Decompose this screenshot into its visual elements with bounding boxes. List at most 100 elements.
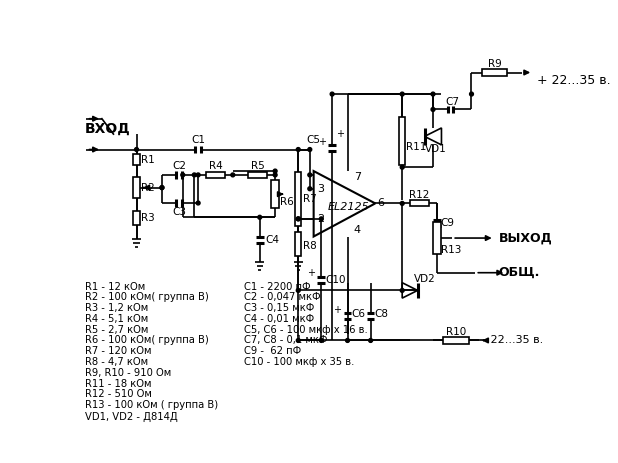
Text: 3: 3: [317, 184, 324, 194]
Circle shape: [330, 92, 334, 96]
Text: 4: 4: [353, 225, 361, 235]
Text: R8 - 4,7 кОм: R8 - 4,7 кОм: [85, 357, 148, 367]
Bar: [295, 232, 302, 256]
Bar: [133, 212, 140, 225]
Bar: [410, 200, 429, 206]
Circle shape: [400, 165, 404, 169]
Text: R3: R3: [141, 213, 155, 224]
Bar: [399, 117, 405, 165]
Circle shape: [273, 169, 277, 173]
Circle shape: [197, 173, 200, 177]
Text: ОБЩ.: ОБЩ.: [499, 266, 540, 279]
Text: +: +: [307, 269, 315, 278]
Circle shape: [470, 92, 473, 96]
Circle shape: [181, 173, 185, 177]
Circle shape: [369, 338, 373, 342]
Text: VD2: VD2: [413, 274, 436, 284]
Text: R9: R9: [488, 59, 501, 69]
Bar: [206, 172, 225, 178]
Text: VD1: VD1: [425, 144, 446, 154]
Circle shape: [400, 92, 404, 96]
Circle shape: [296, 288, 300, 292]
Text: R1 - 12 кОм: R1 - 12 кОм: [85, 282, 145, 292]
Circle shape: [160, 186, 164, 189]
Text: C2: C2: [172, 162, 186, 171]
Text: R4 - 5,1 кОм: R4 - 5,1 кОм: [85, 314, 148, 324]
Text: C10: C10: [325, 275, 345, 285]
Text: R3 - 1,2 кОм: R3 - 1,2 кОм: [85, 303, 148, 313]
Text: ВЫХОД: ВЫХОД: [499, 232, 552, 244]
Text: R7 - 120 кОм: R7 - 120 кОм: [85, 346, 151, 356]
Text: C3 - 0,15 мкФ: C3 - 0,15 мкФ: [244, 303, 315, 313]
Circle shape: [296, 217, 300, 221]
Text: R11: R11: [406, 142, 426, 152]
Text: C9 -  62 пФ: C9 - 62 пФ: [244, 346, 302, 356]
Text: C6: C6: [352, 308, 365, 319]
Circle shape: [296, 338, 300, 342]
Text: R11 - 18 кОм: R11 - 18 кОм: [85, 379, 151, 388]
Text: R5: R5: [251, 162, 265, 171]
Text: R8: R8: [303, 241, 316, 251]
Text: +: +: [318, 137, 326, 147]
Bar: [433, 222, 441, 254]
Circle shape: [400, 288, 404, 292]
Circle shape: [192, 173, 197, 177]
Circle shape: [258, 215, 261, 219]
Bar: [248, 172, 268, 178]
Text: C5, C6 - 100 мкф х 16 в.: C5, C6 - 100 мкф х 16 в.: [244, 325, 368, 335]
Text: 2: 2: [317, 214, 324, 224]
Text: C2 - 0,047 мкФ: C2 - 0,047 мкФ: [244, 292, 321, 302]
Text: R9, R10 - 910 Ом: R9, R10 - 910 Ом: [85, 368, 171, 378]
Text: C1: C1: [191, 135, 205, 145]
Text: EL2125: EL2125: [328, 202, 369, 212]
Circle shape: [320, 217, 323, 221]
Circle shape: [296, 217, 300, 221]
Text: 7: 7: [353, 172, 361, 182]
Text: C9: C9: [441, 218, 455, 228]
Bar: [271, 180, 279, 208]
Text: R12: R12: [409, 190, 430, 200]
Text: +: +: [333, 305, 341, 315]
Text: R13: R13: [441, 244, 461, 255]
Text: - 22...35 в.: - 22...35 в.: [483, 336, 543, 345]
Circle shape: [231, 173, 235, 177]
Circle shape: [135, 148, 138, 151]
Circle shape: [345, 338, 349, 342]
Text: VD1, VD2 - Д814Д: VD1, VD2 - Д814Д: [85, 413, 178, 422]
Circle shape: [320, 338, 323, 342]
Text: R6: R6: [280, 197, 294, 207]
Text: R2: R2: [141, 182, 155, 193]
Circle shape: [296, 148, 300, 151]
Circle shape: [431, 92, 435, 96]
Circle shape: [431, 107, 435, 112]
Text: R12 - 510 Ом: R12 - 510 Ом: [85, 389, 152, 400]
Text: C7: C7: [445, 97, 459, 107]
Circle shape: [197, 201, 200, 205]
Bar: [133, 154, 140, 165]
Text: +: +: [336, 129, 344, 139]
Bar: [482, 69, 507, 75]
Text: R2 - 100 кОм( группа В): R2 - 100 кОм( группа В): [85, 292, 209, 302]
Bar: [133, 177, 140, 199]
Circle shape: [273, 173, 277, 177]
Text: R7: R7: [303, 194, 316, 204]
Circle shape: [308, 187, 311, 191]
Circle shape: [160, 186, 164, 189]
Text: C1 - 2200 пФ: C1 - 2200 пФ: [244, 282, 311, 292]
Bar: [295, 172, 302, 226]
Text: C4 - 0,01 мкФ: C4 - 0,01 мкФ: [244, 314, 315, 324]
Text: ВХОД: ВХОД: [85, 122, 130, 136]
Text: R10: R10: [446, 327, 466, 337]
Text: R4: R4: [209, 162, 222, 171]
Text: R13 - 100 кОм ( группа В): R13 - 100 кОм ( группа В): [85, 400, 218, 410]
Text: C10 - 100 мкф х 35 в.: C10 - 100 мкф х 35 в.: [244, 357, 355, 367]
Text: C3: C3: [172, 207, 186, 217]
Text: R5 - 2,7 кОм: R5 - 2,7 кОм: [85, 325, 148, 335]
Text: C8: C8: [375, 308, 389, 319]
Circle shape: [400, 201, 404, 205]
Circle shape: [308, 148, 311, 151]
Text: R1: R1: [141, 155, 155, 164]
Text: + 22...35 в.: + 22...35 в.: [537, 74, 611, 87]
Circle shape: [308, 173, 311, 177]
Text: R6 - 100 кОм( группа В): R6 - 100 кОм( группа В): [85, 336, 209, 345]
